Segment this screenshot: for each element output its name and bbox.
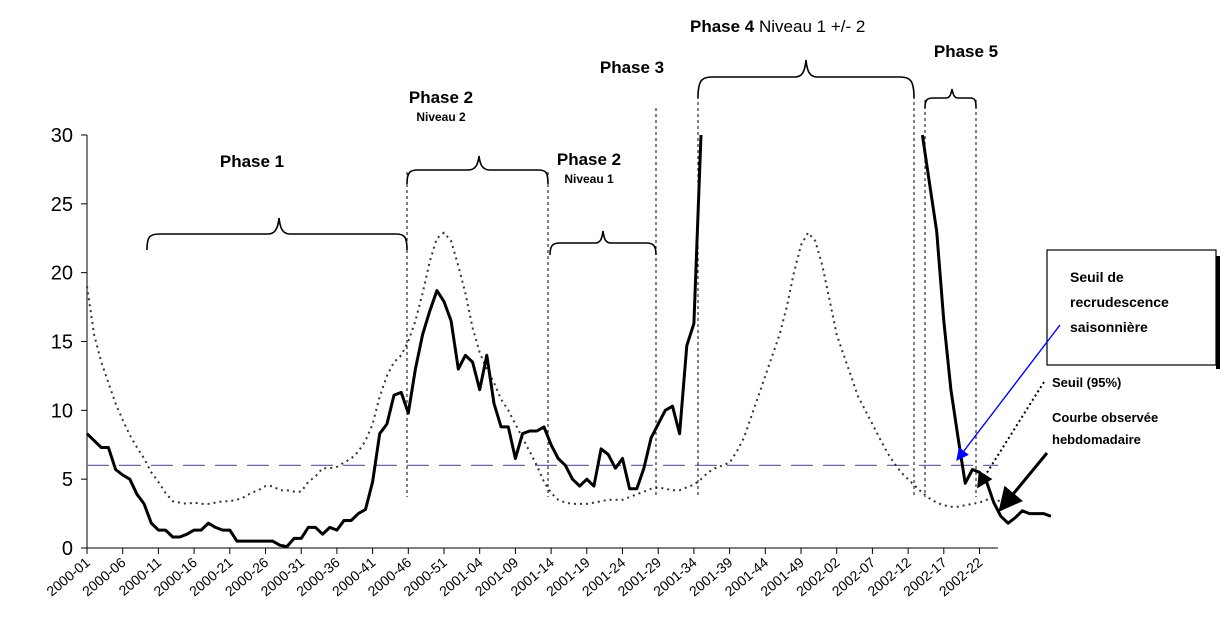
threshold-arrow	[977, 381, 1045, 489]
seasonal-box-line1: Seuil de	[1070, 269, 1124, 285]
seasonal-box-line3: saisonnière	[1070, 319, 1148, 335]
phase-boundaries	[406, 90, 977, 497]
y-tick-label: 0	[62, 538, 73, 560]
seasonal-box-line2: recrudescence	[1070, 294, 1169, 310]
phase-1-brace	[146, 217, 408, 251]
phase-4-title: Phase 4	[690, 17, 755, 36]
phase-4-brace	[697, 59, 915, 99]
y-tick-label: 10	[51, 400, 73, 422]
phase-2a-level: Niveau 2	[416, 110, 466, 124]
phase-2b-brace	[549, 230, 657, 256]
phase-4-suffix: Niveau 1 +/- 2	[759, 17, 865, 36]
phase-5-title: Phase 5	[934, 42, 998, 61]
observed-arrow	[998, 452, 1049, 512]
observed-weekly-line	[85, 134, 1052, 549]
y-tick-label: 20	[51, 263, 73, 285]
y-tick-label: 30	[51, 125, 73, 147]
y-tick-label: 25	[51, 194, 73, 216]
seasonal-arrow	[956, 324, 1061, 462]
phase-3-title: Phase 3	[600, 58, 664, 77]
y-tick-label: 15	[51, 332, 73, 354]
phase-1-title: Phase 1	[220, 152, 284, 171]
x-ticks: 2000-012000-062000-112000-162000-212000-…	[43, 548, 986, 599]
phase-4-label: Phase 4 Niveau 1 +/- 2	[690, 17, 865, 36]
phase-2a-brace	[406, 155, 549, 185]
seasonal-threshold-box	[1046, 249, 1217, 366]
threshold-label: Seuil (95%)	[1052, 375, 1121, 390]
observed-label-line1: Courbe observée	[1052, 410, 1158, 425]
phase-5-brace	[924, 88, 977, 109]
seasonal-threshold-box-shadow	[1216, 256, 1220, 369]
phase-2b-title: Phase 2	[557, 150, 621, 169]
y-tick-label: 5	[62, 469, 73, 491]
observed-label-line2: hebdomadaire	[1052, 432, 1141, 447]
phase-2a-title: Phase 2	[409, 88, 473, 107]
y-ticks: 0 5 10 15 20 25 30	[51, 125, 87, 560]
threshold-95-line	[86, 230, 1002, 508]
phase-2b-level: Niveau 1	[564, 172, 614, 186]
